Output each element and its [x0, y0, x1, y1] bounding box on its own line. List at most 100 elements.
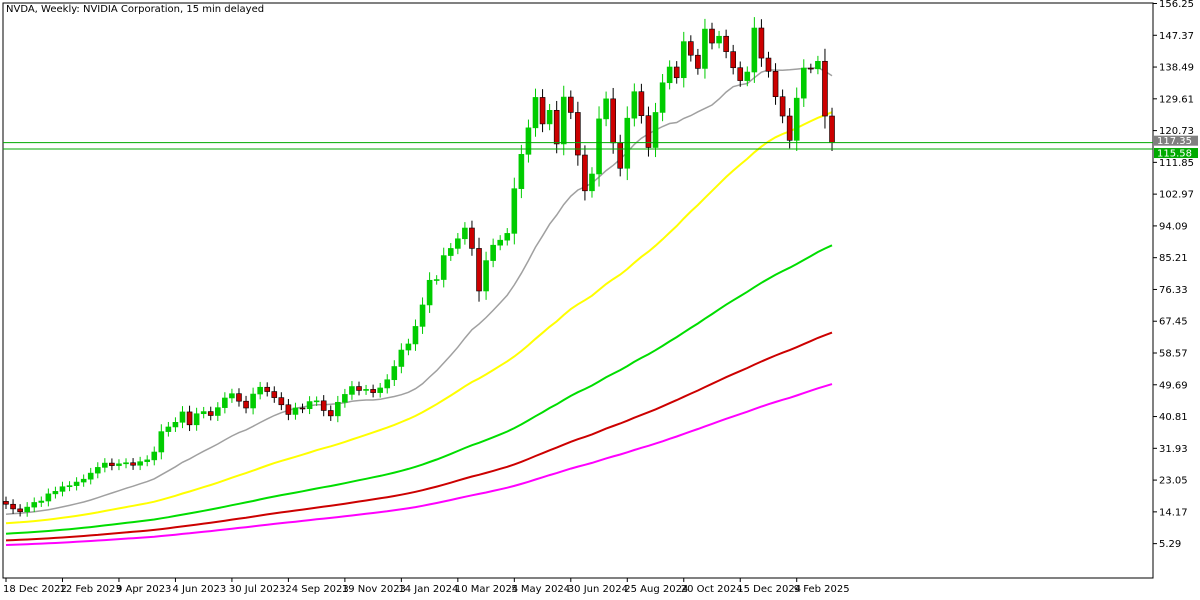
candle-up	[38, 500, 45, 503]
candle-up	[200, 411, 207, 415]
candle-down	[829, 115, 835, 143]
candle-up	[66, 485, 73, 488]
candle-up	[24, 506, 30, 513]
candle-down	[779, 96, 786, 117]
candle-up	[631, 91, 638, 119]
candle-up	[313, 400, 320, 403]
candle-up	[116, 463, 122, 466]
candle-up	[306, 401, 313, 410]
price-label-box	[1154, 148, 1198, 159]
candle-up	[144, 459, 150, 462]
candle-down	[469, 227, 475, 249]
candle-up	[680, 41, 687, 79]
candle-down	[285, 404, 292, 415]
candle-down	[3, 501, 9, 505]
candle-up	[462, 227, 468, 240]
candle-up	[744, 71, 751, 81]
candle-down	[638, 91, 645, 116]
candle-up	[257, 386, 263, 395]
candle-up	[349, 386, 355, 395]
y-tick-label: 23.05	[1159, 476, 1188, 487]
moving-average-150	[5, 331, 833, 542]
candle-up	[229, 393, 235, 399]
candle-down	[236, 393, 242, 402]
candle-up	[45, 493, 52, 502]
candle-down	[610, 98, 616, 144]
x-tick-label: 9 Feb 2025	[794, 584, 850, 595]
candle-down	[772, 71, 779, 98]
candle-down	[617, 142, 624, 169]
candle-down	[709, 28, 715, 44]
candle-up	[433, 279, 440, 281]
candle-up	[447, 248, 454, 256]
candle-up	[179, 411, 186, 423]
candle-down	[271, 391, 278, 398]
x-tick-label: 4 Jun 2023	[172, 584, 226, 595]
candle-up	[624, 117, 631, 169]
price-label-box	[1154, 135, 1198, 146]
candle-down	[688, 41, 694, 56]
candle-up	[398, 349, 405, 367]
y-tick-label: 5.29	[1159, 539, 1181, 550]
candle-up	[815, 60, 821, 70]
candle-up	[215, 407, 221, 416]
candle-up	[426, 279, 433, 306]
candle-up	[525, 127, 532, 155]
candle-down	[207, 411, 214, 416]
x-tick-label: 19 Nov 2023	[342, 584, 406, 595]
y-tick-label: 49.69	[1159, 380, 1188, 391]
candle-down	[264, 386, 271, 392]
x-tick-label: 5 May 2024	[511, 584, 570, 595]
candle-up	[363, 389, 369, 391]
candle-up	[497, 239, 504, 246]
candle-up	[793, 97, 800, 141]
candle-up	[342, 394, 348, 403]
candle-up	[377, 387, 383, 393]
price-label: 115.58	[1157, 149, 1192, 160]
y-tick-label: 14.17	[1159, 507, 1188, 518]
candle-up	[158, 431, 165, 453]
x-tick-label: 30 Jun 2024	[568, 584, 628, 595]
y-tick-label: 120.73	[1159, 126, 1194, 137]
x-tick-label: 14 Jan 2024	[398, 584, 458, 595]
candle-up	[292, 407, 299, 415]
candle-up	[335, 401, 341, 417]
candle-down	[758, 27, 765, 59]
candle-up	[532, 97, 539, 129]
candle-down	[356, 386, 362, 391]
x-tick-label: 20 Oct 2024	[681, 584, 743, 595]
candle-up	[123, 462, 129, 465]
x-tick-label: 30 Jul 2023	[229, 584, 286, 595]
y-tick-label: 67.45	[1159, 317, 1188, 328]
candle-down	[695, 54, 701, 69]
plot-frame	[2, 2, 1154, 579]
price-label: 117.35	[1157, 136, 1192, 147]
candle-up	[419, 304, 426, 327]
y-tick-label: 85.21	[1159, 253, 1188, 264]
candle-up	[751, 27, 758, 73]
y-tick-label: 40.81	[1159, 412, 1188, 423]
y-tick-label: 147.37	[1159, 31, 1194, 42]
candle-down	[130, 462, 136, 466]
y-tick-label: 138.49	[1159, 63, 1194, 74]
candle-up	[172, 422, 179, 428]
candle-up	[193, 413, 200, 426]
candle-up	[546, 110, 553, 125]
candle-down	[186, 411, 193, 426]
candle-down	[567, 96, 574, 113]
candle-up	[165, 426, 172, 432]
candle-up	[483, 260, 489, 292]
candle-down	[575, 112, 581, 156]
candle-up	[102, 462, 108, 468]
x-tick-label: 12 Feb 2023	[59, 584, 121, 595]
candle-up	[222, 397, 228, 408]
candle-up	[659, 82, 666, 113]
candle-down	[17, 508, 23, 513]
candle-down	[723, 35, 729, 52]
y-tick-label: 156.25	[1159, 0, 1194, 10]
candle-up	[800, 67, 807, 99]
candle-up	[504, 233, 511, 241]
candle-up	[560, 96, 567, 145]
x-tick-label: 9 Apr 2023	[116, 584, 171, 595]
